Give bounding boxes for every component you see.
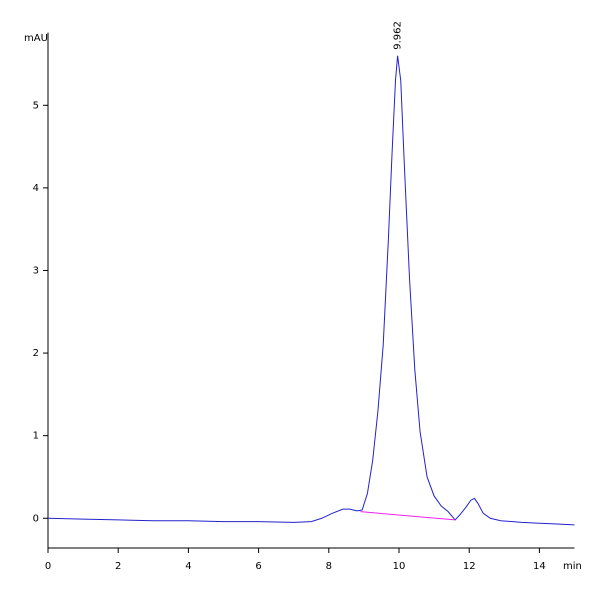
y-axis-label: mAU [24,33,48,44]
trace [360,511,456,521]
y-tick-label: 3 [33,265,39,276]
x-axis-label: min [563,561,582,572]
y-tick-label: 0 [33,513,39,524]
x-tick-label: 8 [326,561,332,572]
peak-label: 9.962 [393,21,404,50]
x-tick-label: 6 [255,561,261,572]
y-tick-label: 1 [33,431,39,442]
y-tick-label: 4 [33,183,39,194]
x-tick-label: 2 [115,561,121,572]
y-tick-label: 2 [33,348,39,359]
x-tick-label: 4 [185,561,191,572]
y-tick-label: 5 [33,100,39,111]
x-tick-label: 10 [393,561,406,572]
trace [47,55,575,526]
x-tick-label: 14 [533,561,546,572]
x-tick-label: 12 [463,561,476,572]
x-tick-label: 0 [45,561,51,572]
